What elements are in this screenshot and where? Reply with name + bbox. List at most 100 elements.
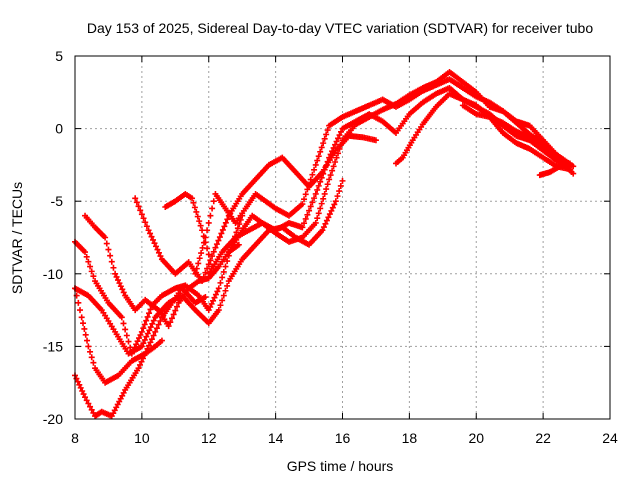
data-point — [204, 227, 211, 234]
data-point — [329, 148, 336, 155]
data-point — [338, 141, 345, 148]
data-point — [311, 166, 318, 173]
data-point — [85, 343, 92, 350]
data-point — [215, 285, 222, 292]
series-track-l — [459, 102, 573, 168]
data-point — [158, 337, 165, 344]
data-point — [116, 280, 123, 287]
data-point — [83, 253, 90, 260]
data-point — [327, 172, 334, 179]
data-point — [207, 303, 214, 310]
data-point — [90, 273, 97, 280]
data-point — [107, 252, 114, 259]
data-point — [335, 135, 342, 142]
data-point — [81, 325, 88, 332]
data-point — [108, 258, 115, 265]
data-point — [152, 328, 159, 335]
data-point — [315, 210, 322, 217]
data-point — [301, 220, 308, 227]
data-point — [120, 320, 127, 327]
data-point — [332, 158, 339, 165]
data-point — [82, 331, 89, 338]
x-axis-label: GPS time / hours — [287, 458, 394, 474]
data-point — [214, 288, 221, 295]
data-point — [190, 199, 197, 206]
data-point — [199, 227, 206, 234]
data-point — [219, 226, 226, 233]
data-point — [570, 163, 577, 170]
data-point — [77, 307, 84, 314]
data-point — [309, 171, 316, 178]
data-point — [157, 253, 164, 260]
chart-title: Day 153 of 2025, Sidereal Day-to-day VTE… — [87, 20, 594, 36]
data-point — [155, 321, 162, 328]
data-point — [165, 323, 172, 330]
data-point — [138, 211, 145, 218]
data-point — [149, 320, 156, 327]
data-point — [216, 234, 223, 241]
data-point — [140, 340, 147, 347]
data-point — [112, 270, 119, 277]
x-tick-label: 22 — [535, 430, 551, 446]
data-point — [80, 391, 87, 398]
data-point — [299, 224, 306, 231]
data-point — [87, 403, 94, 410]
data-point — [110, 264, 117, 271]
data-point — [125, 338, 132, 345]
data-point — [82, 394, 89, 401]
data-point — [143, 223, 150, 230]
data-point — [102, 234, 109, 241]
data-point — [326, 211, 333, 218]
data-point — [87, 348, 94, 355]
data-point — [306, 207, 313, 214]
y-tick-label: -15 — [43, 338, 63, 354]
data-point — [320, 224, 327, 231]
data-point — [79, 387, 86, 394]
data-point — [202, 294, 209, 301]
data-point — [80, 320, 87, 327]
data-point — [167, 319, 174, 326]
data-point — [205, 251, 212, 258]
data-point — [307, 203, 314, 210]
data-point — [318, 174, 325, 181]
data-point — [113, 273, 120, 280]
data-point — [146, 310, 153, 317]
data-point — [336, 188, 343, 195]
x-tick-label: 8 — [71, 430, 79, 446]
data-point — [213, 241, 220, 248]
data-point — [215, 237, 222, 244]
data-point — [170, 311, 177, 318]
data-point — [84, 337, 91, 344]
data-point — [301, 196, 308, 203]
data-point — [309, 199, 316, 206]
data-point — [193, 265, 200, 272]
data-point — [321, 166, 328, 173]
data-point — [320, 195, 327, 202]
data-point — [212, 291, 219, 298]
data-point — [215, 307, 222, 314]
data-point — [317, 178, 324, 185]
axis-ticks: 8 10 12 14 16 18 20 22 24 -20 -15 -10 -5 0 5 — [43, 48, 618, 446]
data-point — [85, 258, 92, 265]
data-point — [133, 341, 140, 348]
data-point — [153, 325, 160, 332]
data-point — [137, 207, 144, 214]
data-point — [304, 211, 311, 218]
data-point — [329, 204, 336, 211]
data-point — [224, 258, 231, 265]
data-point — [88, 406, 95, 413]
data-point — [147, 339, 154, 346]
data-point — [141, 336, 148, 343]
data-point — [335, 150, 342, 157]
data-point — [222, 287, 229, 294]
data-point — [208, 300, 215, 307]
series-track-h — [192, 76, 577, 277]
data-point — [333, 138, 340, 145]
data-point — [222, 219, 229, 226]
data-point — [311, 195, 318, 202]
data-point — [147, 306, 154, 313]
data-point — [324, 181, 331, 188]
data-point — [199, 244, 206, 251]
data-point — [307, 176, 314, 183]
data-point — [148, 336, 155, 343]
